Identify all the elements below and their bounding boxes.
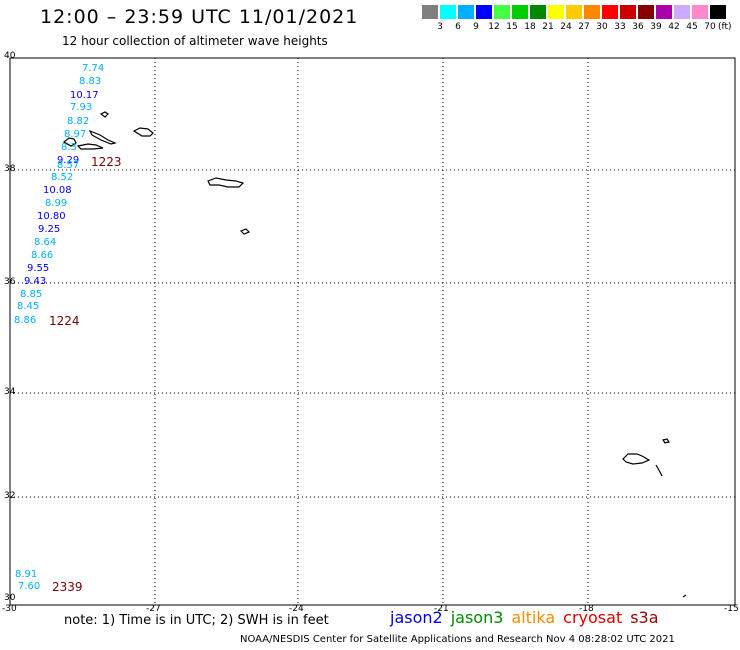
- wave-height-label: 10.17: [70, 90, 99, 101]
- wave-height-label: 8.82: [67, 116, 90, 127]
- legend-swatch: [440, 5, 456, 19]
- island-sao-jorge: [88, 129, 117, 145]
- island-outlines: [62, 111, 687, 598]
- wave-height-label: 8.64: [34, 237, 57, 248]
- wave-height-label: 8.45: [17, 301, 40, 312]
- satellite-label-altika: altika: [511, 608, 556, 627]
- wave-height-label: 8.97: [64, 129, 87, 140]
- island-porto-santo: [662, 438, 670, 444]
- legend-label: 3: [437, 22, 443, 32]
- satellite-label-s3a: s3a: [630, 608, 659, 627]
- wave-height-label: 8.99: [45, 198, 68, 209]
- satellite-legend: jason2 jason3 altika cryosat s3a: [390, 608, 667, 627]
- lat-label-30: 30: [4, 593, 16, 603]
- pass-time-label: 1224: [49, 314, 80, 328]
- lat-label-40: 40: [4, 51, 16, 61]
- satellite-label-cryosat: cryosat: [563, 608, 623, 627]
- legend-label: 6: [455, 22, 461, 32]
- lon-label-24: -24: [289, 604, 304, 614]
- legend-swatch: [512, 5, 528, 19]
- island-selvagens: [682, 594, 687, 598]
- note-text: note: 1) Time is in UTC; 2) SWH is in fe…: [64, 613, 329, 628]
- wave-height-label: 8.66: [31, 250, 54, 261]
- legend-swatch: [674, 5, 690, 19]
- wave-height-label: 9.55: [27, 263, 50, 274]
- satellite-label-jason2: jason2: [390, 608, 443, 627]
- island-pico: [76, 143, 104, 150]
- legend-label: 18: [524, 22, 536, 32]
- pass-time-label: 2339: [52, 580, 83, 594]
- legend-swatch: [548, 5, 564, 19]
- legend-swatch: [620, 5, 636, 19]
- wave-height-label: 8.85: [20, 289, 43, 300]
- legend-label: 39: [650, 22, 662, 32]
- map-title: 12:00 – 23:59 UTC 11/01/2021: [40, 6, 359, 28]
- island-corvo: [99, 111, 109, 118]
- wave-height-label: 7.74: [82, 63, 105, 74]
- legend-label: 15: [506, 22, 518, 32]
- legend-label: 45: [686, 22, 698, 32]
- legend-label: 27: [578, 22, 590, 32]
- island-santa-maria: [239, 228, 251, 235]
- wave-height-label: 8.3: [61, 142, 77, 153]
- lon-label-18: -18: [579, 604, 594, 614]
- legend-label: 36: [632, 22, 644, 32]
- wave-height-label: 7.93: [70, 102, 93, 113]
- legend-swatch: [638, 5, 654, 19]
- wave-height-label: 8.83: [79, 76, 102, 87]
- wave-height-label: 8.52: [51, 172, 74, 183]
- legend-label: 9: [473, 22, 479, 32]
- island-desertas: [655, 464, 663, 477]
- wave-height-label: 8.86: [14, 315, 37, 326]
- lat-label-38: 38: [4, 164, 16, 174]
- footer-credit: NOAA/NESDIS Center for Satellite Applica…: [240, 634, 675, 645]
- pass-time-label: 1223: [91, 155, 122, 169]
- lat-label-36: 36: [4, 277, 16, 287]
- lat-label-34: 34: [4, 387, 16, 397]
- legend-label: 30: [596, 22, 608, 32]
- island-graciosa: [132, 127, 154, 137]
- lon-label-15: -15: [724, 604, 739, 614]
- lon-label-21: -21: [434, 604, 449, 614]
- wave-height-label: 10.08: [43, 185, 72, 196]
- island-faial: [62, 137, 77, 147]
- legend-swatch: [692, 5, 708, 19]
- legend-unit: (ft): [718, 22, 732, 32]
- satellite-label-jason3: jason3: [450, 608, 504, 627]
- lat-label-32: 32: [4, 491, 16, 501]
- legend-swatch: [602, 5, 618, 19]
- wave-height-label: 10.80: [37, 211, 66, 222]
- legend-label: 42: [668, 22, 680, 32]
- legend-swatch: [710, 5, 726, 19]
- wave-height-label: 7.60: [18, 581, 41, 592]
- legend-swatch: [566, 5, 582, 19]
- wave-height-label: 8.57: [57, 160, 80, 171]
- lon-label-30: -30: [2, 604, 17, 614]
- wave-height-label: 8.91: [15, 569, 38, 580]
- legend-swatch: [494, 5, 510, 19]
- wave-height-label: 9.29: [57, 155, 80, 166]
- legend-swatch: [530, 5, 546, 19]
- legend-swatch: [584, 5, 600, 19]
- wave-height-label: 9.25: [38, 224, 61, 235]
- map-subtitle: 12 hour collection of altimeter wave hei…: [62, 34, 328, 48]
- legend-swatch: [656, 5, 672, 19]
- legend-label: 70: [704, 22, 716, 32]
- legend-label: 21: [542, 22, 554, 32]
- plot-border: [9, 57, 736, 606]
- legend-swatch: [422, 5, 438, 19]
- island-madeira: [622, 453, 651, 465]
- legend-label: 24: [560, 22, 572, 32]
- legend-swatch: [458, 5, 474, 19]
- graticule: [10, 58, 735, 605]
- wave-height-label: 9.43: [24, 276, 47, 287]
- lon-label-27: -27: [146, 604, 161, 614]
- island-sao-miguel: [207, 177, 245, 188]
- legend-swatch: [476, 5, 492, 19]
- legend-label: 33: [614, 22, 626, 32]
- legend-label: 12: [488, 22, 500, 32]
